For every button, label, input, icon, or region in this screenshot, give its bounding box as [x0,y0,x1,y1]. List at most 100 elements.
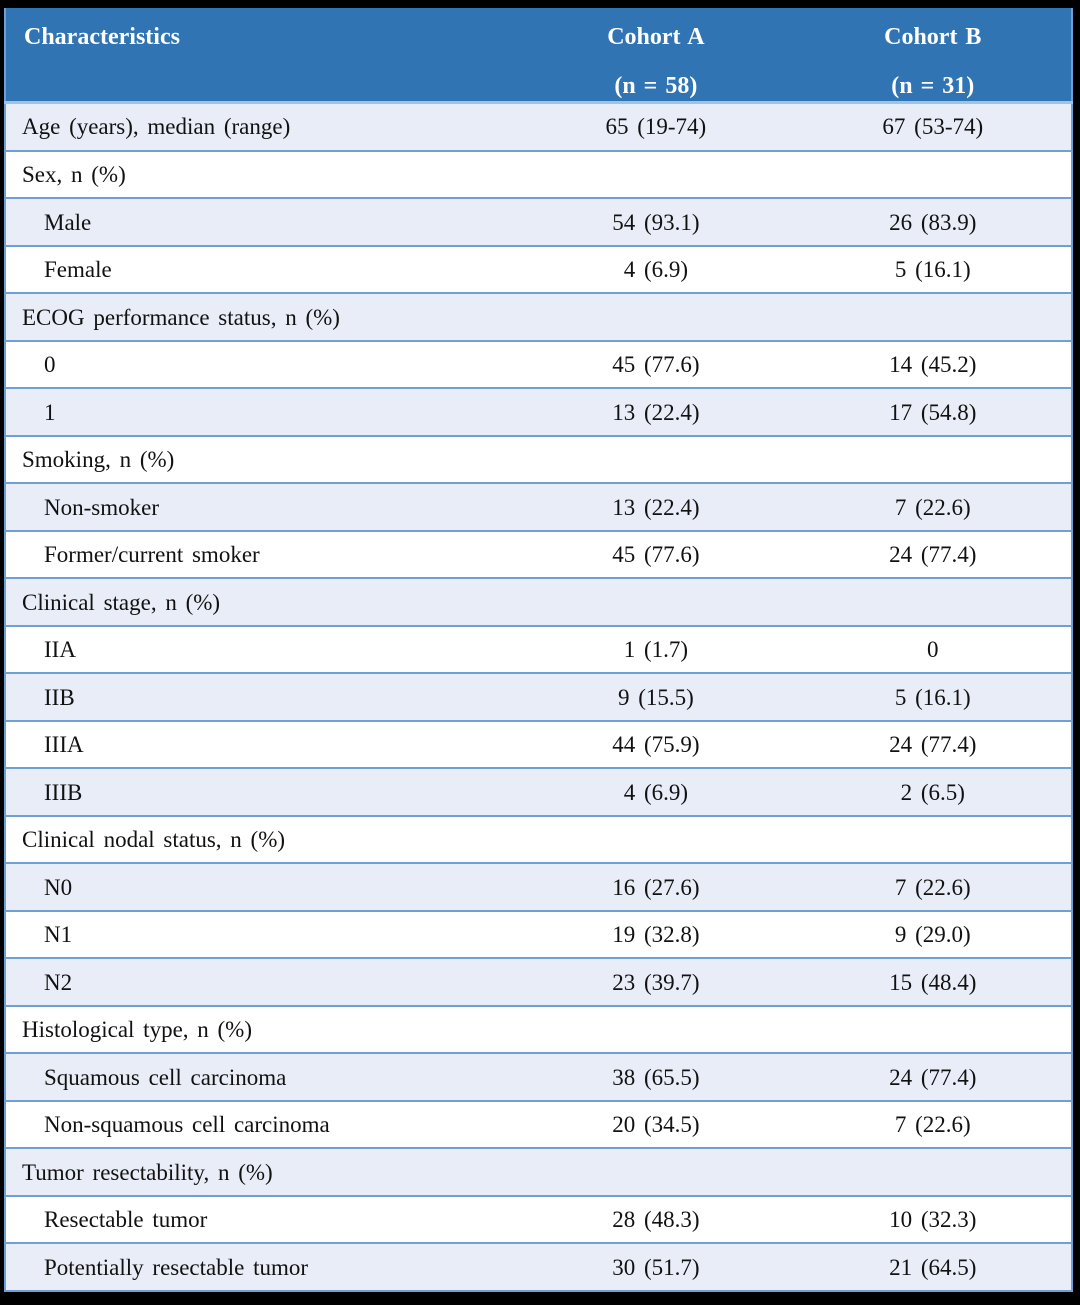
cohort-b-value [794,1147,1072,1196]
table-header: Characteristics Cohort A (n = 58) Cohort… [5,8,1072,104]
group-row: Clinical stage, n (%) [5,577,1072,626]
cohort-b-value: 24 (77.4) [794,529,1072,579]
cohort-a-value [517,434,795,484]
header-row: Characteristics Cohort A (n = 58) Cohort… [5,8,1072,104]
cohort-b-value: 7 (22.6) [794,1099,1072,1149]
table-row: N0 16 (27.6) 7 (22.6) [5,862,1072,911]
header-cohort-b-name: Cohort B [884,24,982,50]
cohort-a-value [517,1147,795,1196]
table-row: IIIB 4 (6.9) 2 (6.5) [5,767,1072,816]
table-row: Former/current smoker 45 (77.6) 24 (77.4) [5,529,1072,579]
table-body: Age (years), median (range) 65 (19-74) 67 … [5,102,1072,1291]
row-label: 0 [5,339,518,389]
cohort-b-value: 26 (83.9) [794,197,1072,246]
cohort-b-value: 5 (16.1) [794,244,1072,294]
table-row: Female 4 (6.9) 5 (16.1) [5,244,1072,294]
table-row: Non-squamous cell carcinoma 20 (34.5) 7 (2… [5,1099,1072,1149]
cohort-b-value: 0 [794,624,1072,674]
table-row: Age (years), median (range) 65 (19-74) 67 … [5,102,1072,151]
table-row: Non-smoker 13 (22.4) 7 (22.6) [5,482,1072,531]
group-label: Clinical nodal status, n (%) [5,814,518,864]
table-row: N1 19 (32.8) 9 (29.0) [5,909,1072,959]
cohort-a-value: 23 (39.7) [517,957,795,1006]
patient-characteristics-table-frame: Characteristics Cohort A (n = 58) Cohort… [4,8,1073,1292]
cohort-a-value: 4 (6.9) [517,244,795,294]
table-row: Male 54 (93.1) 26 (83.9) [5,197,1072,246]
cohort-a-value: 44 (75.9) [517,719,795,769]
header-characteristics: Characteristics [5,8,518,104]
row-label: Squamous cell carcinoma [5,1052,518,1101]
cohort-a-value [517,149,795,199]
cohort-a-value: 20 (34.5) [517,1099,795,1149]
cohort-a-value [517,292,795,341]
row-label: Female [5,244,518,294]
row-label: IIIB [5,767,518,816]
header-cohort-b-n: (n = 31) [891,73,975,99]
patient-characteristics-table: Characteristics Cohort A (n = 58) Cohort… [4,8,1073,1292]
group-label: ECOG performance status, n (%) [5,292,518,341]
cohort-a-value: 45 (77.6) [517,529,795,579]
cohort-a-value: 54 (93.1) [517,197,795,246]
header-cohort-a-n: (n = 58) [614,73,698,99]
cohort-b-value [794,434,1072,484]
cohort-b-value: 7 (22.6) [794,862,1072,911]
cohort-a-value: 13 (22.4) [517,482,795,531]
cohort-a-value [517,1004,795,1054]
table-row: Potentially resectable tumor 30 (51.7) 21 … [5,1242,1072,1291]
cohort-a-value: 9 (15.5) [517,672,795,721]
header-cohort-a-name: Cohort A [607,24,705,50]
cohort-a-value: 30 (51.7) [517,1242,795,1291]
cohort-b-value: 17 (54.8) [794,387,1072,436]
group-label: Smoking, n (%) [5,434,518,484]
cohort-b-value [794,149,1072,199]
row-label: IIB [5,672,518,721]
row-label: Former/current smoker [5,529,518,579]
group-label: Clinical stage, n (%) [5,577,518,626]
cohort-b-value: 24 (77.4) [794,719,1072,769]
cohort-b-value: 67 (53-74) [882,114,984,140]
row-label: Potentially resectable tumor [5,1242,518,1291]
table-row: 1 13 (22.4) 17 (54.8) [5,387,1072,436]
cohort-b-value: 7 (22.6) [794,482,1072,531]
header-cohort-a: Cohort A (n = 58) [517,8,795,104]
row-label: Male [5,197,518,246]
table-row: 0 45 (77.6) 14 (45.2) [5,339,1072,389]
cohort-b-value [794,577,1072,626]
cohort-a-value: 28 (48.3) [517,1194,795,1244]
cohort-b-value: 21 (64.5) [794,1242,1072,1291]
cohort-b-value: 15 (48.4) [794,957,1072,1006]
row-label: IIIA [5,719,518,769]
row-label: Non-smoker [5,482,518,531]
cohort-b-value: 9 (29.0) [794,909,1072,959]
group-row: Tumor resectability, n (%) [5,1147,1072,1196]
table-row: IIA 1 (1.7) 0 [5,624,1072,674]
row-label: Non-squamous cell carcinoma [5,1099,518,1149]
cohort-a-value: 13 (22.4) [517,387,795,436]
cohort-b-value: 10 (32.3) [794,1194,1072,1244]
cohort-b-value [794,1004,1072,1054]
cohort-b-value: 5 (16.1) [794,672,1072,721]
group-label: Tumor resectability, n (%) [5,1147,518,1196]
group-row: Clinical nodal status, n (%) [5,814,1072,864]
group-label: Sex, n (%) [5,149,518,199]
cohort-b-value [794,292,1072,341]
row-label: IIA [5,624,518,674]
row-label: N1 [5,909,518,959]
group-row: Smoking, n (%) [5,434,1072,484]
group-row: ECOG performance status, n (%) [5,292,1072,341]
cohort-b-value [794,814,1072,864]
cohort-a-value [517,814,795,864]
table-row: IIB 9 (15.5) 5 (16.1) [5,672,1072,721]
cohort-b-value: 2 (6.5) [794,767,1072,816]
table-row: IIIA 44 (75.9) 24 (77.4) [5,719,1072,769]
row-label: N0 [5,862,518,911]
group-label: Histological type, n (%) [5,1004,518,1054]
cohort-a-value [517,577,795,626]
cohort-a-value: 19 (32.8) [517,909,795,959]
cohort-a-value: 1 (1.7) [517,624,795,674]
cohort-a-value: 65 (19-74) [605,114,707,140]
header-cohort-b: Cohort B (n = 31) [794,8,1072,104]
cohort-b-value: 24 (77.4) [794,1052,1072,1101]
row-label: Resectable tumor [5,1194,518,1244]
